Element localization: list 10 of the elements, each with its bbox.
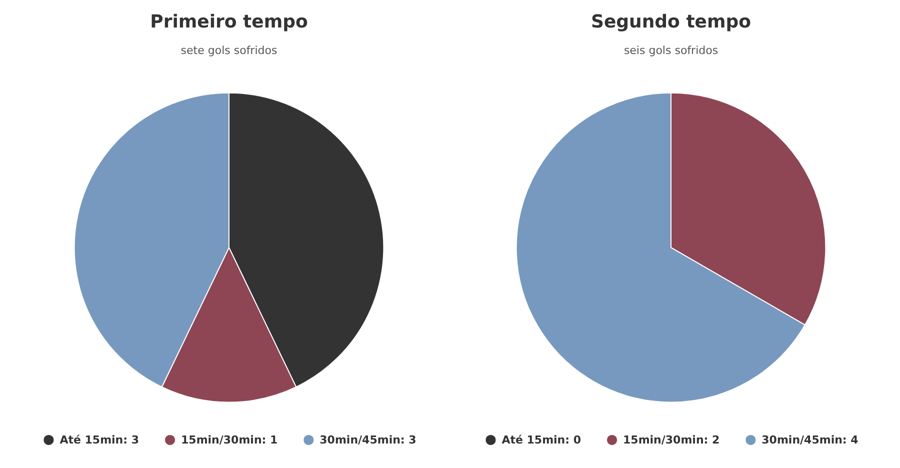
legend-label: Até 15min: 0 — [502, 434, 582, 446]
legend-label: 30min/45min: 4 — [762, 434, 859, 446]
legend-label: 15min/30min: 2 — [623, 434, 720, 446]
legend-label: Até 15min: 3 — [60, 434, 140, 446]
legend-label: 30min/45min: 3 — [320, 434, 416, 446]
chart-subtitle: seis gols sofridos — [624, 44, 718, 57]
chart-subtitle: sete gols sofridos — [180, 44, 278, 57]
legend-label: 15min/30min: 1 — [181, 434, 278, 446]
chart-title: Segundo tempo — [590, 12, 752, 32]
chart-title: Primeiro tempo — [150, 12, 308, 32]
